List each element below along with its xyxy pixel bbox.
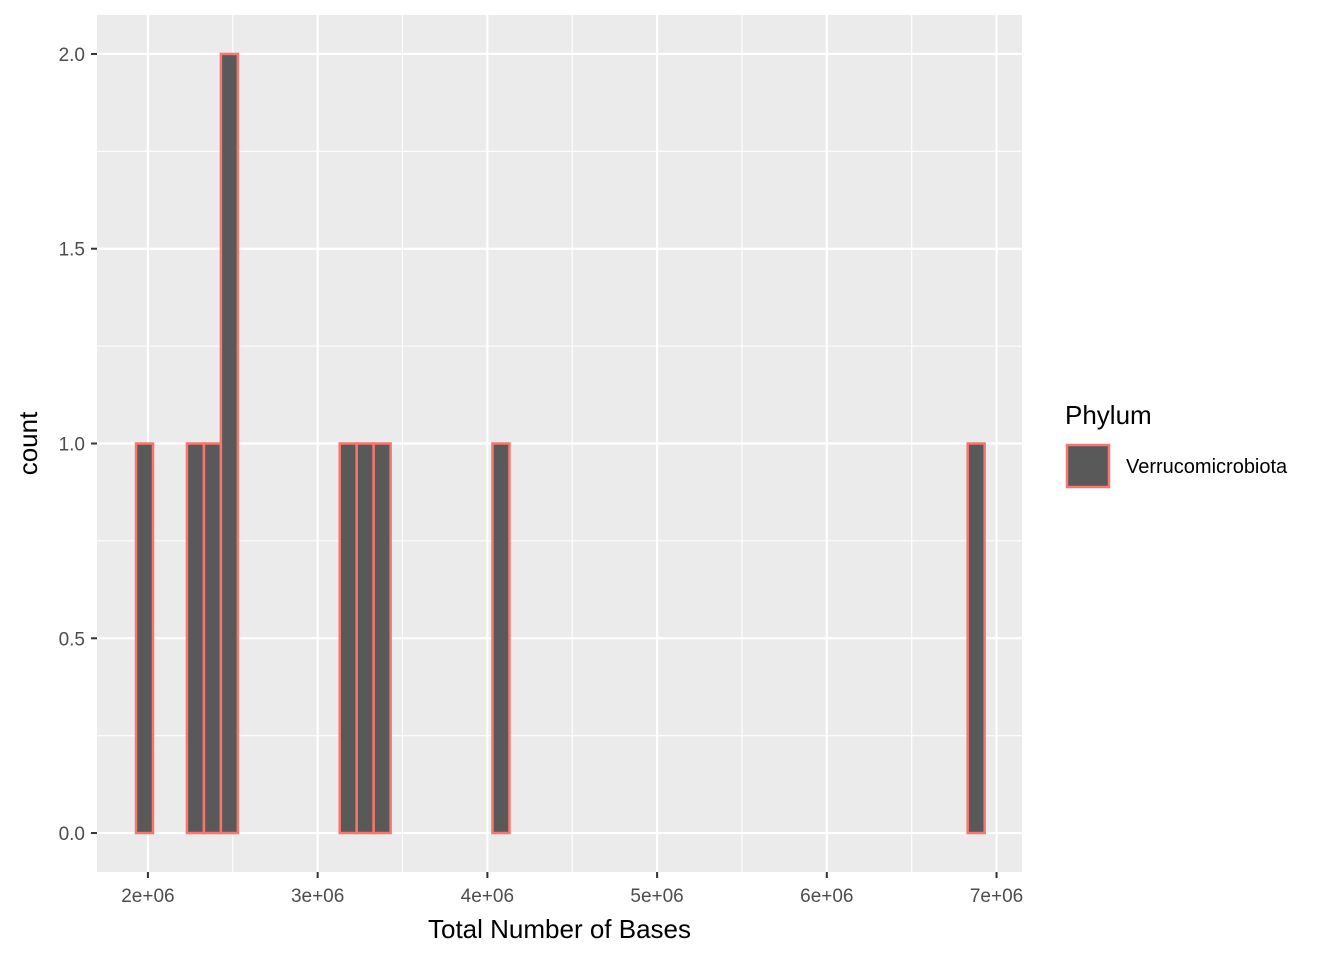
legend-title: Phylum bbox=[1065, 400, 1152, 430]
y-tick-label: 0.5 bbox=[59, 629, 85, 650]
y-axis-title: count bbox=[13, 411, 43, 475]
legend-label-verrucomicrobiota: Verrucomicrobiota bbox=[1126, 456, 1288, 478]
y-tick-label: 2.0 bbox=[59, 45, 85, 66]
histogram-bar bbox=[966, 442, 986, 835]
histogram-bar bbox=[372, 442, 392, 835]
legend-key-verrucomicrobiota bbox=[1065, 443, 1111, 489]
x-tick-label: 5e+06 bbox=[630, 886, 683, 907]
histogram-bar bbox=[185, 442, 206, 835]
y-tick-label: 1.5 bbox=[59, 240, 85, 261]
y-tick-label: 0.0 bbox=[59, 824, 85, 845]
histogram-bar bbox=[202, 442, 223, 835]
x-tick-label: 7e+06 bbox=[970, 886, 1023, 907]
x-tick-label: 6e+06 bbox=[800, 886, 853, 907]
x-tick-label: 4e+06 bbox=[461, 886, 514, 907]
histogram-bars bbox=[134, 52, 986, 835]
legend: Phylum Verrucomicrobiota bbox=[1065, 400, 1288, 489]
histogram-bar bbox=[355, 442, 375, 835]
histogram-bar bbox=[491, 442, 511, 835]
x-axis-title: Total Number of Bases bbox=[428, 914, 691, 944]
histogram-bar bbox=[338, 442, 358, 835]
y-tick-label: 1.0 bbox=[59, 435, 85, 456]
y-axis: 0.0 0.5 1.0 1.5 2.0 bbox=[59, 45, 97, 845]
x-tick-label: 3e+06 bbox=[291, 886, 344, 907]
histogram-bar bbox=[219, 52, 240, 835]
x-tick-label: 2e+06 bbox=[121, 886, 174, 907]
histogram-bar bbox=[134, 442, 155, 835]
x-axis: 2e+06 3e+06 4e+06 5e+06 6e+06 7e+06 bbox=[121, 872, 1023, 907]
